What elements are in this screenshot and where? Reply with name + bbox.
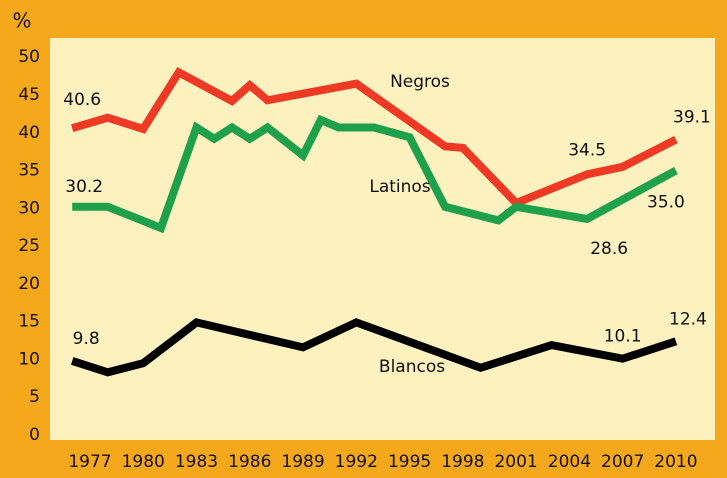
x-tick-label: 1995: [388, 452, 431, 472]
x-tick-label: 1989: [281, 452, 324, 472]
y-tick-label: 30: [18, 198, 40, 218]
x-tick-label: 2007: [601, 452, 644, 472]
y-tick-label: 10: [18, 349, 40, 369]
value-label: 39.1: [673, 108, 711, 128]
x-tick-label: 1986: [228, 452, 271, 472]
series-line: [71, 67, 678, 208]
value-label: 28.6: [590, 239, 628, 259]
y-unit-label: %: [12, 9, 31, 33]
value-label: 34.5: [568, 140, 606, 160]
x-tick-label: 1992: [335, 452, 378, 472]
series-line: [72, 114, 678, 234]
x-tick-label: 1998: [441, 452, 484, 472]
value-label: 30.2: [65, 177, 103, 197]
y-tick-label: 5: [29, 387, 40, 407]
x-tick-label: 1977: [68, 452, 111, 472]
y-tick-label: 50: [18, 47, 40, 67]
x-tick-label: 2004: [548, 452, 591, 472]
x-tick-label: 1980: [122, 452, 165, 472]
y-tick-label: 40: [18, 123, 40, 143]
series-label: Blancos: [379, 357, 445, 377]
y-tick-label: 0: [29, 425, 40, 445]
x-tick-label: 2010: [654, 452, 697, 472]
value-label: 35.0: [647, 193, 685, 213]
value-label: 9.8: [73, 329, 100, 349]
value-label: 40.6: [63, 90, 101, 110]
x-tick-label: 2001: [494, 452, 537, 472]
y-tick-label: 20: [18, 274, 40, 294]
value-label: 12.4: [669, 309, 707, 329]
series-label: Latinos: [369, 177, 430, 197]
series-label: Negros: [390, 72, 450, 92]
y-tick-label: 35: [18, 161, 40, 181]
series-line: [70, 318, 678, 377]
y-tick-label: 45: [18, 85, 40, 105]
value-label: 10.1: [604, 327, 642, 347]
x-tick-label: 1983: [175, 452, 218, 472]
y-tick-label: 15: [18, 312, 40, 332]
y-tick-label: 25: [18, 236, 40, 256]
